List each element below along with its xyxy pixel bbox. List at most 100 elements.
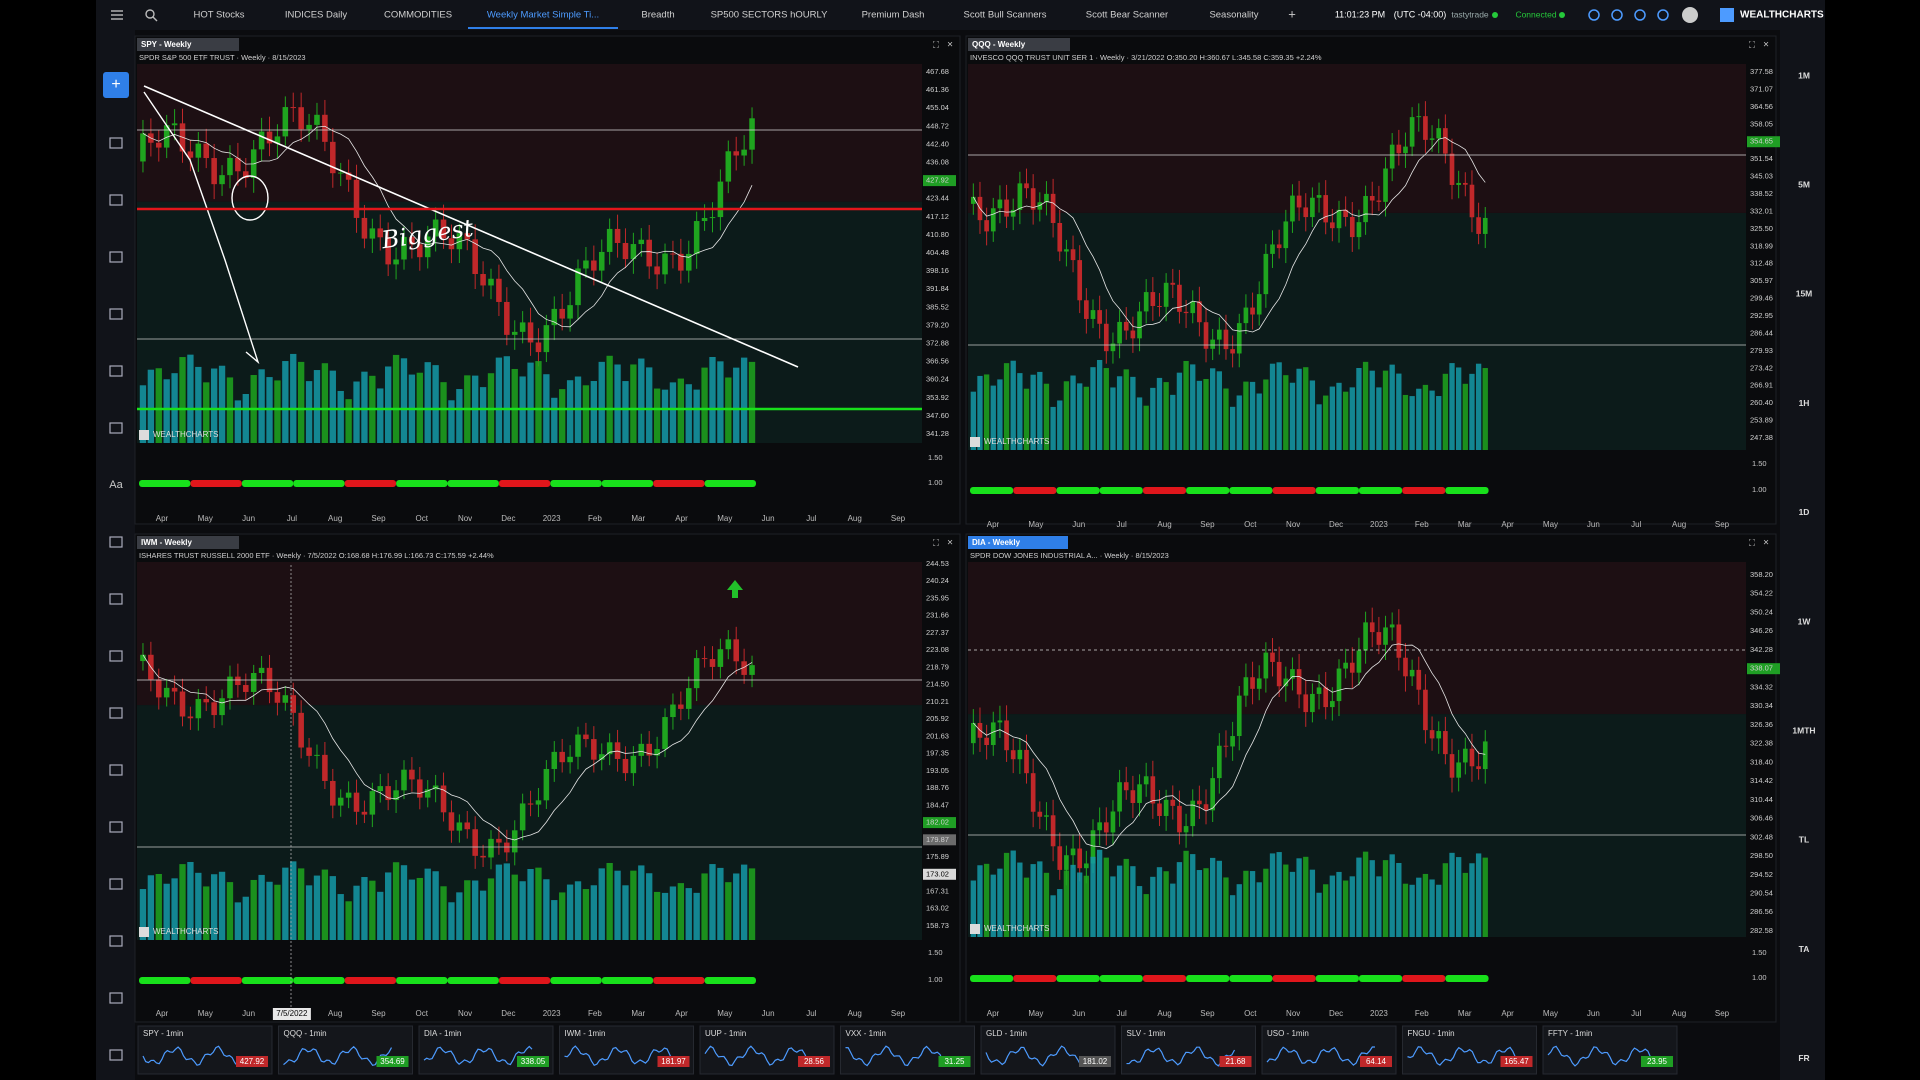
tool-icon[interactable] [109,365,123,377]
tab[interactable]: Breadth [641,10,674,21]
timeframe-button[interactable]: 1D [1799,507,1810,517]
symbol-tag-background[interactable] [137,536,239,549]
candle-body [1376,200,1382,202]
candle-body [670,253,676,255]
symbol-tag[interactable]: SPY - Weekly [141,40,192,49]
tool-icon[interactable] [109,137,123,149]
candle-body [1449,153,1455,185]
tool-icon[interactable] [109,194,123,206]
tool-icon[interactable] [109,821,123,833]
save-icon[interactable] [1588,9,1600,21]
timeframe-button[interactable]: TA [1799,944,1810,954]
tab[interactable]: Weekly Market Simple Ti... [487,10,599,21]
volume-bar [218,871,226,940]
search-icon[interactable] [145,9,158,22]
tab[interactable]: Seasonality [1209,10,1258,21]
tab[interactable]: Premium Dash [862,10,925,21]
alerts-icon[interactable] [1611,9,1623,21]
brand-logo [1720,8,1734,22]
close-icon[interactable]: × [947,538,953,549]
mini-chart[interactable]: FNGU - 1min 165.47 [1402,1025,1537,1075]
mini-chart[interactable]: DIA - 1min 338.05 [418,1025,554,1075]
maximize-icon[interactable]: ⛶ [932,537,940,547]
tool-icon[interactable] [109,536,123,548]
tool-icon[interactable] [109,878,123,890]
menu-icon[interactable] [111,10,123,20]
volume-bar [1236,884,1242,937]
maximize-icon[interactable]: ⛶ [1748,39,1756,49]
timeframe-button[interactable]: 15M [1796,289,1813,299]
close-icon[interactable]: × [1763,40,1769,51]
tool-icon[interactable] [109,1049,123,1061]
tab[interactable]: Scott Bear Scanner [1086,10,1168,21]
mini-chart[interactable]: SLV - 1min 21.68 [1121,1025,1256,1075]
time-label: Nov [458,1009,472,1018]
tab[interactable]: SP500 SECTORS hOURLY [711,10,829,21]
user-avatar[interactable] [1682,7,1698,23]
tool-icon[interactable] [109,707,123,719]
mini-chart[interactable]: FFTY - 1min 23.95 [1542,1025,1678,1075]
time-label: Apr [156,1009,169,1018]
symbol-tag[interactable]: IWM - Weekly [141,538,193,547]
volume-bar [997,379,1003,450]
mini-chart[interactable]: IWM - 1min 181.97 [559,1025,694,1075]
tab[interactable]: INDICES Daily [285,10,348,21]
volume-bar [1110,387,1116,450]
tab[interactable]: COMMODITIES [384,10,452,21]
mini-chart[interactable]: QQQ - 1min 354.69 [278,1025,413,1075]
price-tag-background [923,868,956,880]
timeframe-button[interactable]: FR [1798,1053,1809,1063]
tool-icon[interactable] [109,764,123,776]
tool-icon[interactable] [109,251,123,263]
candle-body [1469,748,1475,767]
symbol-tag[interactable]: DIA - Weekly [972,538,1021,547]
tool-icon[interactable] [109,650,123,662]
symbol-tag[interactable]: QQQ - Weekly [972,40,1026,49]
signal-segment [1099,487,1143,494]
timeframe-button[interactable]: 5M [1798,179,1810,189]
mini-chart-line [1547,1045,1657,1067]
mini-chart[interactable]: VXX - 1min 31.25 [840,1025,975,1075]
tool-icon[interactable] [109,992,123,1004]
candle-body [1296,669,1302,695]
timeframe-button[interactable]: TL [1799,835,1809,845]
timeframe-button[interactable]: 1H [1799,398,1810,408]
candle-body [1090,310,1096,319]
close-icon[interactable]: × [947,40,953,51]
text-tool[interactable]: Aa [109,479,123,491]
candle-body [1482,741,1488,770]
tool-icon[interactable] [109,308,123,320]
timeframe-button[interactable]: 1W [1798,616,1812,626]
signal-segment [241,977,294,984]
tool-icon[interactable] [109,935,123,947]
symbol-tag-background[interactable] [137,38,239,51]
tab[interactable]: Scott Bull Scanners [964,10,1047,21]
candle-body [997,199,1003,209]
tool-icon[interactable] [109,422,123,434]
time-label: Mar [631,1009,645,1018]
candle-body [464,233,471,240]
help-icon[interactable] [1657,9,1669,21]
mini-chart[interactable]: SPY - 1min 427.92 [137,1025,273,1075]
mini-chart[interactable]: GLD - 1min 181.02 [980,1025,1116,1075]
symbol-tag-background[interactable] [968,38,1070,51]
mini-chart[interactable]: UUP - 1min 28.56 [699,1025,835,1075]
symbol-tag-background[interactable] [968,536,1068,549]
volume-bar [155,368,162,443]
mini-chart[interactable]: USO - 1min 64.14 [1261,1025,1397,1075]
timeframe-button[interactable]: 1MTH [1792,725,1815,735]
candle-body [630,755,637,774]
add-tool-button[interactable] [103,72,129,98]
timeframe-button[interactable]: 1M [1798,70,1810,80]
settings-icon[interactable] [1634,9,1646,21]
maximize-icon[interactable]: ⛶ [1748,537,1756,547]
tab[interactable]: HOT Stocks [193,10,244,21]
close-icon[interactable]: × [1763,538,1769,549]
tool-icon[interactable] [109,593,123,605]
add-tab[interactable]: + [1288,6,1296,21]
maximize-icon[interactable]: ⛶ [932,39,940,49]
candle-body [646,743,652,756]
time-label: Apr [1501,520,1514,529]
candle-body [1177,284,1182,312]
volume-bar [282,867,289,940]
